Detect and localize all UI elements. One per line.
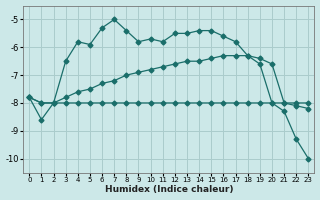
X-axis label: Humidex (Indice chaleur): Humidex (Indice chaleur) (105, 185, 233, 194)
